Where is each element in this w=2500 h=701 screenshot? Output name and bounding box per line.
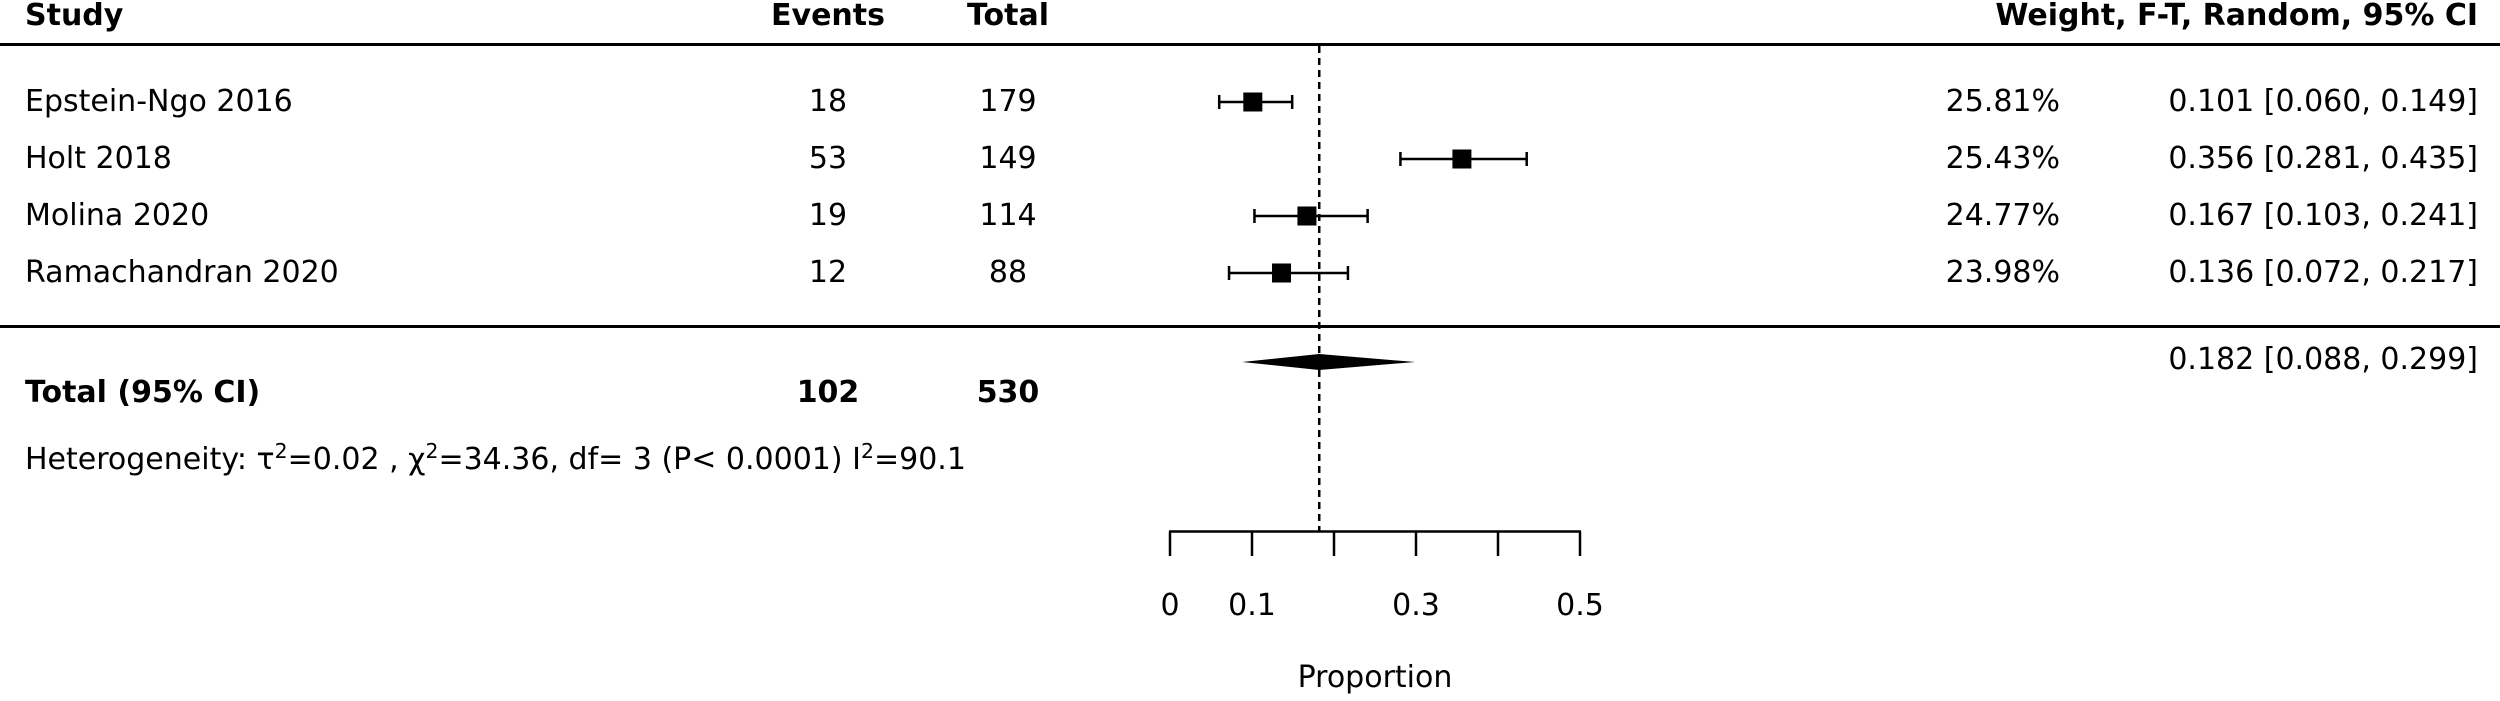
- axis-tick-label: 0.3: [1392, 588, 1440, 623]
- het-part: Heterogeneity: τ: [25, 442, 275, 477]
- axis-tick-label: 0.5: [1556, 588, 1604, 623]
- study-total: 88: [988, 255, 1028, 290]
- study-marker-square: [1297, 206, 1317, 226]
- het-sup: 2: [860, 439, 874, 463]
- study-ci: 0.356 [0.281, 0.435]: [2168, 141, 2478, 176]
- study-marker-square: [1243, 92, 1263, 112]
- x-axis-title: Proportion: [1297, 660, 1453, 695]
- het-sup: 2: [274, 439, 288, 463]
- total-ci: 0.182 [0.088, 0.299]: [2168, 342, 2478, 377]
- overall-diamond: [1242, 354, 1416, 370]
- column-header-study: Study: [25, 0, 124, 33]
- study-events: 18: [808, 84, 848, 119]
- het-sup: 2: [425, 439, 439, 463]
- study-marker-square: [1272, 263, 1292, 283]
- heterogeneity-text: Heterogeneity: τ2=0.02 , χ2=34.36, df= 3…: [25, 436, 966, 484]
- study-name: Epstein-Ngo 2016: [25, 84, 293, 119]
- study-total: 179: [979, 84, 1037, 119]
- total-label: Total (95% CI): [25, 375, 261, 410]
- study-ci: 0.167 [0.103, 0.241]: [2168, 198, 2478, 233]
- axis-tick-label: 0: [1160, 588, 1180, 623]
- study-name: Ramachandran 2020: [25, 255, 339, 290]
- study-total: 149: [979, 141, 1037, 176]
- study-ci: 0.101 [0.060, 0.149]: [2168, 84, 2478, 119]
- total-total: 530: [976, 375, 1040, 410]
- total-events: 102: [796, 375, 860, 410]
- column-header-events: Events: [771, 0, 885, 33]
- study-ci: 0.136 [0.072, 0.217]: [2168, 255, 2478, 290]
- study-weight: 25.43%: [1945, 141, 2060, 176]
- het-part: =90.1: [873, 442, 966, 477]
- study-total: 114: [979, 198, 1037, 233]
- study-weight: 24.77%: [1945, 198, 2060, 233]
- column-header-weight-ci: Weight, F-T, Random, 95% CI: [1995, 0, 2478, 33]
- het-part: =34.36, df= 3 (P< 0.0001) I: [438, 442, 861, 477]
- het-part: =0.02 , χ: [287, 442, 426, 477]
- study-events: 12: [808, 255, 848, 290]
- study-events: 53: [808, 141, 848, 176]
- study-weight: 25.81%: [1945, 84, 2060, 119]
- study-events: 19: [808, 198, 848, 233]
- column-header-total: Total: [967, 0, 1049, 33]
- study-marker-square: [1452, 149, 1472, 169]
- study-name: Holt 2018: [25, 141, 172, 176]
- study-weight: 23.98%: [1945, 255, 2060, 290]
- study-name: Molina 2020: [25, 198, 210, 233]
- axis-tick-label: 0.1: [1228, 588, 1276, 623]
